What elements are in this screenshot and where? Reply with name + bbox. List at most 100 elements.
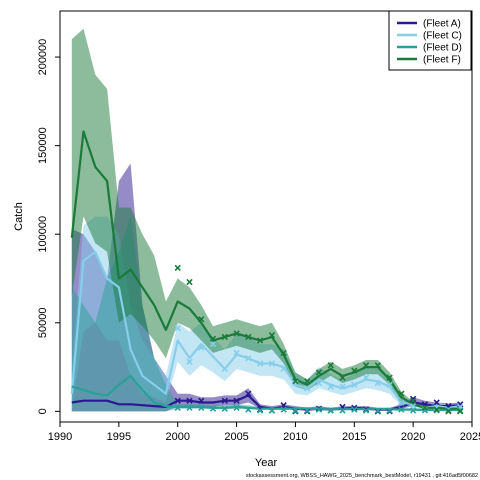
observed-point-fleet-f [233,330,240,337]
observed-point-fleet-f [292,378,299,385]
confidence-bands [71,28,461,412]
observed-point-fleet-d [327,407,334,414]
observed-points [174,264,464,415]
observed-point-fleet-f [457,408,464,415]
x-tick-label: 2025 [460,431,480,443]
y-axis-title: Catch [13,202,25,231]
plot-frame [59,10,473,423]
observed-point-fleet-f [174,264,181,272]
observed-point-fleet-f [221,333,228,341]
observed-point-fleet-f [315,369,323,376]
observed-point-fleet-d [268,407,276,414]
observed-point-fleet-c [245,355,252,362]
observed-point-fleet-c [280,365,287,373]
observed-point-fleet-d [351,406,358,413]
x-axis: 1990 1995 2000 2005 2010 2015 2020 2025 [48,422,480,443]
observed-point-fleet-c [362,374,370,381]
observed-point-fleet-d [221,405,228,412]
fitted-lines [70,130,461,412]
observed-point-fleet-f [327,362,334,369]
observed-point-fleet-a [245,390,252,397]
y-tick-label: 0 [37,408,49,414]
observed-point-fleet-f [245,333,252,341]
observed-point-fleet-d [315,406,323,413]
observed-point-fleet-f [256,337,264,344]
observed-point-fleet-d [256,407,264,414]
x-tick-label: 2000 [165,431,189,443]
observed-point-fleet-f [445,408,452,415]
legend-label-fleet-a: (Fleet A) [423,19,461,30]
confidence-band-fleet-f [71,28,461,410]
x-axis-title: Year [255,457,278,469]
observed-point-fleet-d [386,407,393,414]
observed-point-fleet-d [374,407,381,414]
observed-point-fleet-a [174,397,181,404]
y-tick-label: 100000 [37,216,49,253]
observed-point-fleet-d [339,407,346,414]
observed-point-fleet-c [327,383,334,390]
observed-point-fleet-c [339,383,346,390]
observed-point-fleet-c [351,381,358,388]
observed-point-fleet-c [221,365,228,373]
observed-point-fleet-f [421,404,429,411]
observed-point-fleet-d [186,404,193,411]
y-tick-label: 200000 [37,39,49,76]
observed-point-fleet-f [362,362,370,369]
observed-point-fleet-c [315,379,323,387]
observed-point-fleet-d [280,406,287,413]
observed-point-fleet-f [304,378,311,385]
observed-point-fleet-c [233,349,240,357]
observed-point-fleet-f [280,349,287,357]
observed-point-fleet-a [433,399,440,406]
observed-point-fleet-c [256,360,264,367]
observed-point-fleet-d [198,404,205,411]
observed-point-fleet-d [209,405,217,412]
y-tick-label: 150000 [37,127,49,164]
observed-point-fleet-f [209,335,217,342]
observed-point-fleet-c [209,340,217,348]
observed-point-fleet-d [304,407,311,414]
x-tick-label: 1995 [107,431,131,443]
observed-point-fleet-f [409,397,417,404]
observed-point-fleet-f [374,362,381,369]
observed-point-fleet-f [386,374,393,381]
y-axis: 0 50000 100000 150000 200000 [37,39,60,414]
observed-point-fleet-c [198,344,205,351]
observed-point-fleet-f [339,374,346,381]
legend-label-fleet-f: (Fleet F) [423,55,461,66]
observed-point-fleet-c [304,385,311,392]
legend: (Fleet A)(Fleet C)(Fleet D)(Fleet F) [388,10,472,71]
observed-point-fleet-c [292,379,299,387]
observed-point-fleet-d [292,407,299,414]
legend-label-fleet-d: (Fleet D) [423,43,462,54]
observed-point-fleet-f [351,367,358,374]
x-tick-label: 2005 [224,431,248,443]
observed-point-fleet-a [221,397,228,404]
observed-point-fleet-d [362,407,370,414]
observed-point-fleet-f [433,406,440,413]
observed-point-fleet-c [186,358,193,365]
x-tick-label: 2010 [283,431,307,443]
observed-point-fleet-f [268,332,276,339]
observed-point-fleet-c [174,324,181,332]
fitted-line-fleet-f [70,130,461,410]
legend-label-fleet-c: (Fleet C) [423,31,462,42]
x-tick-label: 1990 [48,431,72,443]
x-tick-label: 2015 [342,431,366,443]
fitted-line-fleet-c [70,250,461,409]
y-tick-label: 50000 [37,307,49,338]
observed-point-fleet-d [398,406,405,413]
observed-point-fleet-a [351,404,358,411]
observed-point-fleet-d [409,407,417,414]
footnote: stockassessment.org, WBSS_HAWG_2025_benc… [246,473,478,479]
observed-point-fleet-a [186,397,193,404]
observed-point-fleet-d [174,404,181,411]
observed-point-fleet-c [268,360,276,367]
observed-point-fleet-f [398,390,405,397]
observed-point-fleet-c [398,399,405,406]
observed-point-fleet-f [186,278,193,286]
observed-point-fleet-a [409,395,417,403]
observed-point-fleet-c [386,381,393,388]
x-tick-label: 2020 [401,431,425,443]
